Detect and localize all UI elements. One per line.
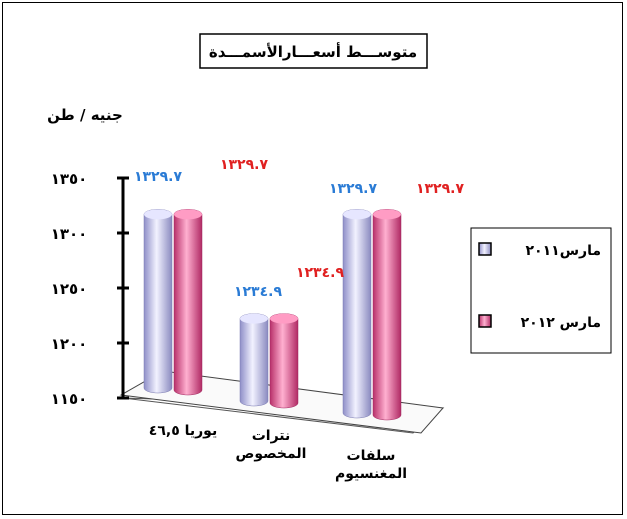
legend-label-2012: مارس ٢٠١٢ [521, 315, 601, 331]
bar-cap [144, 209, 172, 220]
bar-value-label: ١٣٢٩.٧ [220, 157, 268, 173]
y-ticks: ١١٥٠ ١٢٠٠ ١٢٥٠ ١٣٠٠ ١٣٥٠ [51, 170, 129, 408]
bar-labels: ١٣٢٩.٧ ١٢٣٤.٩ ١٣٢٩.٧ ١٣٢٩.٧ ١٢٣٤.٩ ١٣٢٩.٧ [134, 157, 464, 300]
bar-2011 [342, 209, 372, 419]
chart-title-box [199, 33, 428, 69]
x-category-label: نترات [252, 428, 291, 444]
bar-value-label: ١٣٢٩.٧ [134, 169, 182, 185]
bar-cap [373, 209, 401, 220]
y-axis-label: جنيه / طن [47, 106, 123, 124]
y-tick-label: ١٢٠٠ [51, 335, 88, 353]
bar-value-label: ١٣٢٩.٧ [329, 181, 377, 197]
chart-title: متوســـط أسعـــارالأسمـــدة [209, 42, 417, 61]
bar-2012 [173, 209, 203, 396]
y-tick-label: ١٣٥٠ [51, 170, 88, 188]
bar-cap [240, 313, 268, 324]
bar-value-label: ١٣٢٩.٧ [416, 181, 464, 197]
bar-cap [343, 209, 371, 220]
bar-cap [174, 209, 202, 220]
bar-2011 [143, 209, 173, 394]
bar-2012 [269, 313, 299, 409]
x-category-label: سلفات [347, 448, 396, 464]
x-category-label: المخصوص [236, 446, 307, 462]
legend-box [470, 227, 612, 354]
bar-value-label: ١٢٣٤.٩ [296, 265, 344, 281]
bar-2012 [372, 209, 402, 421]
bar-2011 [239, 313, 269, 407]
x-category-label: يوريا ٤٦,٥ [149, 423, 217, 439]
chart-frame: متوســـط أسعـــارالأسمـــدة جنيه / طن ١١… [2, 2, 623, 515]
bar-value-label: ١٢٣٤.٩ [234, 284, 282, 300]
legend: مارس٢٠١١ مارس ٢٠١٢ [470, 227, 612, 354]
legend-label-2011: مارس٢٠١١ [526, 243, 602, 259]
chart-canvas: متوســـط أسعـــارالأسمـــدة جنيه / طن ١١… [47, 33, 612, 482]
y-tick-label: ١٢٥٠ [51, 280, 88, 298]
legend-swatch-2011 [478, 242, 492, 256]
x-category-label: المغنسيوم [335, 466, 407, 482]
y-tick-label: ١٣٠٠ [51, 225, 88, 243]
bar-cap [270, 313, 298, 324]
y-tick-label: ١١٥٠ [51, 390, 88, 408]
legend-swatch-2012 [478, 314, 492, 328]
bars [143, 209, 402, 421]
x-category-labels: يوريا ٤٦,٥ نترات المخصوص سلفات المغنسيوم [149, 423, 407, 482]
